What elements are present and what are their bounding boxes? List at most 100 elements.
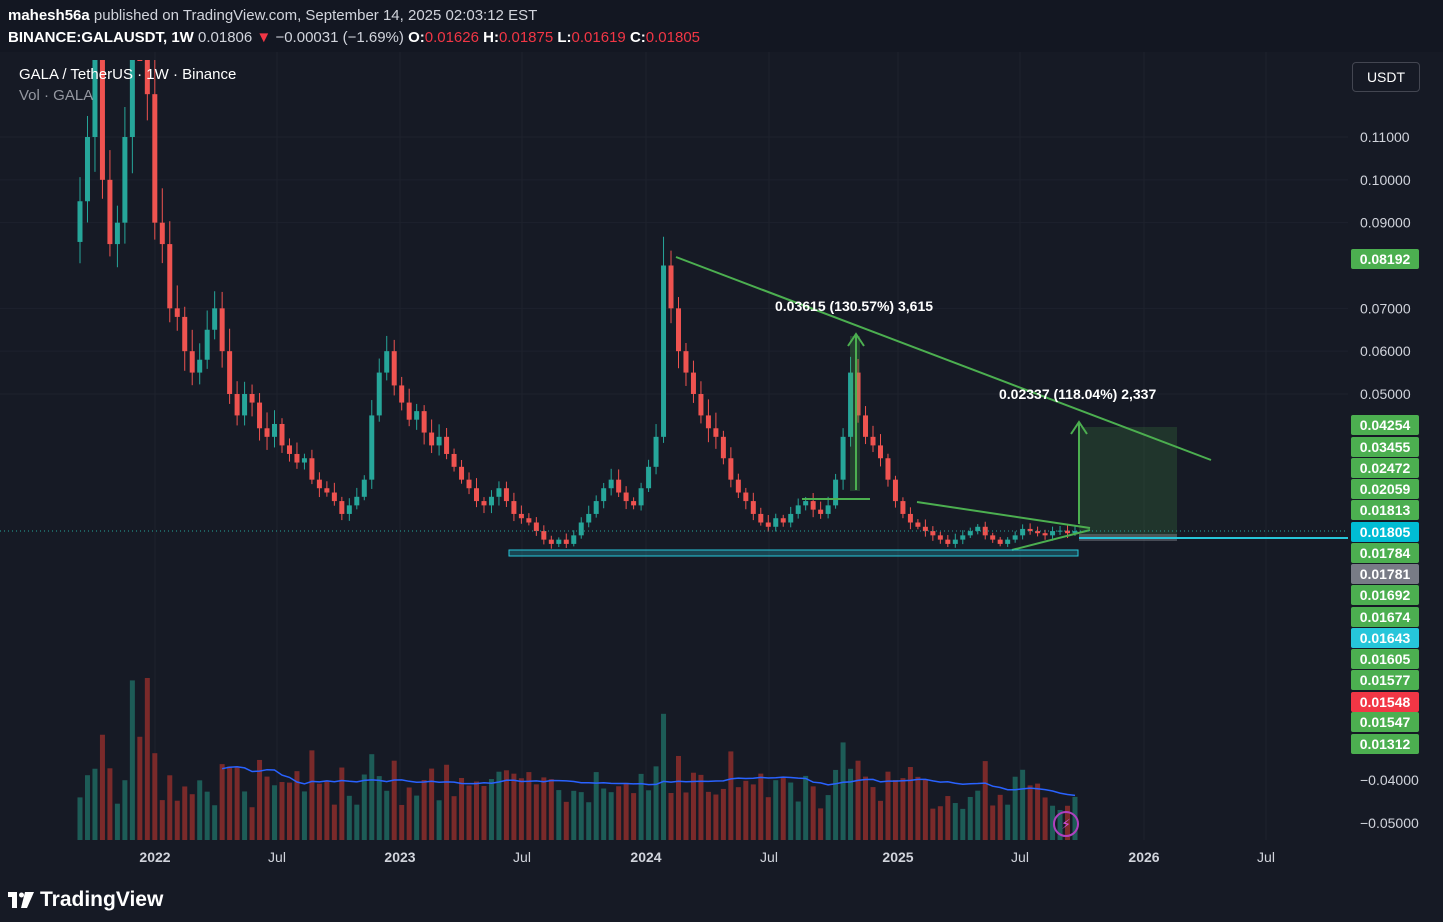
candle xyxy=(765,522,771,527)
volume-bar xyxy=(848,768,854,840)
candle xyxy=(735,479,741,493)
candle xyxy=(803,501,809,506)
volume-bar xyxy=(84,775,90,840)
volume-bar xyxy=(952,803,958,840)
candle xyxy=(286,445,292,454)
volume-bar xyxy=(863,776,869,840)
candle xyxy=(219,308,225,352)
volume-bar xyxy=(526,772,532,840)
candle xyxy=(182,316,188,352)
volume-bar xyxy=(990,805,996,840)
y-tick-label: 0.09000 xyxy=(1360,215,1411,231)
arrow-head-icon xyxy=(1070,420,1088,435)
volume-bar xyxy=(683,792,689,840)
author-name[interactable]: mahesh56a xyxy=(8,7,90,24)
candle xyxy=(571,535,577,544)
volume-bar xyxy=(690,772,696,840)
resistance-trendline xyxy=(675,256,1212,461)
volume-bar xyxy=(414,795,420,840)
candle xyxy=(563,539,569,544)
volume-ma-line xyxy=(221,766,1076,797)
lightning-icon[interactable]: ⚡ xyxy=(1053,811,1079,837)
candle xyxy=(616,479,622,493)
candle xyxy=(900,501,906,514)
candle xyxy=(444,436,450,454)
price-labels: 0.08192 0.04254 0.03455 0.02472 0.02059 0.018… xyxy=(1351,249,1419,754)
volume-bar xyxy=(152,753,158,840)
candle xyxy=(339,501,345,514)
candle xyxy=(279,423,285,446)
volume-bar xyxy=(114,803,120,840)
volume-bar xyxy=(1005,804,1011,840)
legend-volume[interactable]: Vol · GALA xyxy=(19,87,94,104)
candle xyxy=(690,372,696,394)
candle xyxy=(877,445,883,459)
volume-bar xyxy=(608,792,614,840)
volume-bar xyxy=(92,768,98,840)
volume-bar xyxy=(212,805,218,840)
candle xyxy=(137,60,143,61)
candle xyxy=(429,432,435,446)
price-label-tag xyxy=(1351,692,1419,712)
high-label: H: xyxy=(483,29,499,46)
legend-title[interactable]: GALA / TetherUS · 1W · Binance xyxy=(19,66,237,83)
price-label-tag xyxy=(1351,543,1419,563)
candle xyxy=(331,492,337,502)
chart-area[interactable] xyxy=(0,52,1443,880)
candle xyxy=(705,415,711,429)
price-label-tag xyxy=(1351,522,1419,542)
currency-button[interactable]: USDT xyxy=(1352,62,1420,92)
candle xyxy=(354,496,360,506)
volume-bar xyxy=(870,787,876,840)
candle xyxy=(810,501,816,510)
volume-bar xyxy=(653,766,659,840)
volume-bar xyxy=(997,794,1003,840)
candle xyxy=(466,479,472,489)
x-tick-label: Jul xyxy=(760,849,778,865)
volume-bar xyxy=(159,800,165,840)
candle xyxy=(848,372,854,437)
volume-bar xyxy=(960,808,966,840)
candle xyxy=(840,436,846,480)
volume-bar xyxy=(234,766,240,840)
volume-bar xyxy=(339,767,345,840)
volume-bar xyxy=(758,773,764,840)
open-label: O: xyxy=(408,29,425,46)
volume-bar xyxy=(384,790,390,840)
candle xyxy=(301,458,307,463)
price-label-text: 0.01577 xyxy=(1360,672,1411,688)
x-tick-label: 2024 xyxy=(630,849,661,865)
candle xyxy=(683,351,689,373)
candle xyxy=(750,501,756,514)
volume-bar xyxy=(503,770,509,840)
close-value: 0.01805 xyxy=(645,29,701,46)
arrow-head-icon xyxy=(847,332,865,347)
candle xyxy=(406,402,412,420)
candle xyxy=(1005,539,1011,544)
volume-bar xyxy=(436,800,442,840)
volume-bar xyxy=(728,751,734,840)
candle xyxy=(967,531,973,536)
volume-bar xyxy=(877,800,883,840)
candle xyxy=(107,179,113,245)
x-tick-label: 2022 xyxy=(139,849,170,865)
volume-bar xyxy=(735,787,741,840)
volume-bar xyxy=(324,781,330,840)
volume-bar xyxy=(855,760,861,840)
volume-bar xyxy=(361,774,367,840)
volume-bar xyxy=(825,795,831,840)
candle xyxy=(77,201,83,242)
open-value: 0.01626 xyxy=(424,29,479,46)
published-text: published on TradingView.com, September … xyxy=(93,7,538,24)
tradingview-logo[interactable]: TradingView xyxy=(8,888,163,912)
candle xyxy=(376,372,382,416)
volume-bar xyxy=(189,794,195,840)
chart-legend[interactable]: GALA / TetherUS · 1W · Binance Vol · GAL… xyxy=(19,66,236,104)
price-axis: 0.11000 0.10000 0.09000 0.07000 0.06000 0.050… xyxy=(1360,129,1419,831)
price-label-tag xyxy=(1351,500,1419,520)
candle xyxy=(1050,531,1056,536)
candle xyxy=(264,428,270,437)
volume-bar xyxy=(810,786,816,840)
candle xyxy=(638,488,644,506)
